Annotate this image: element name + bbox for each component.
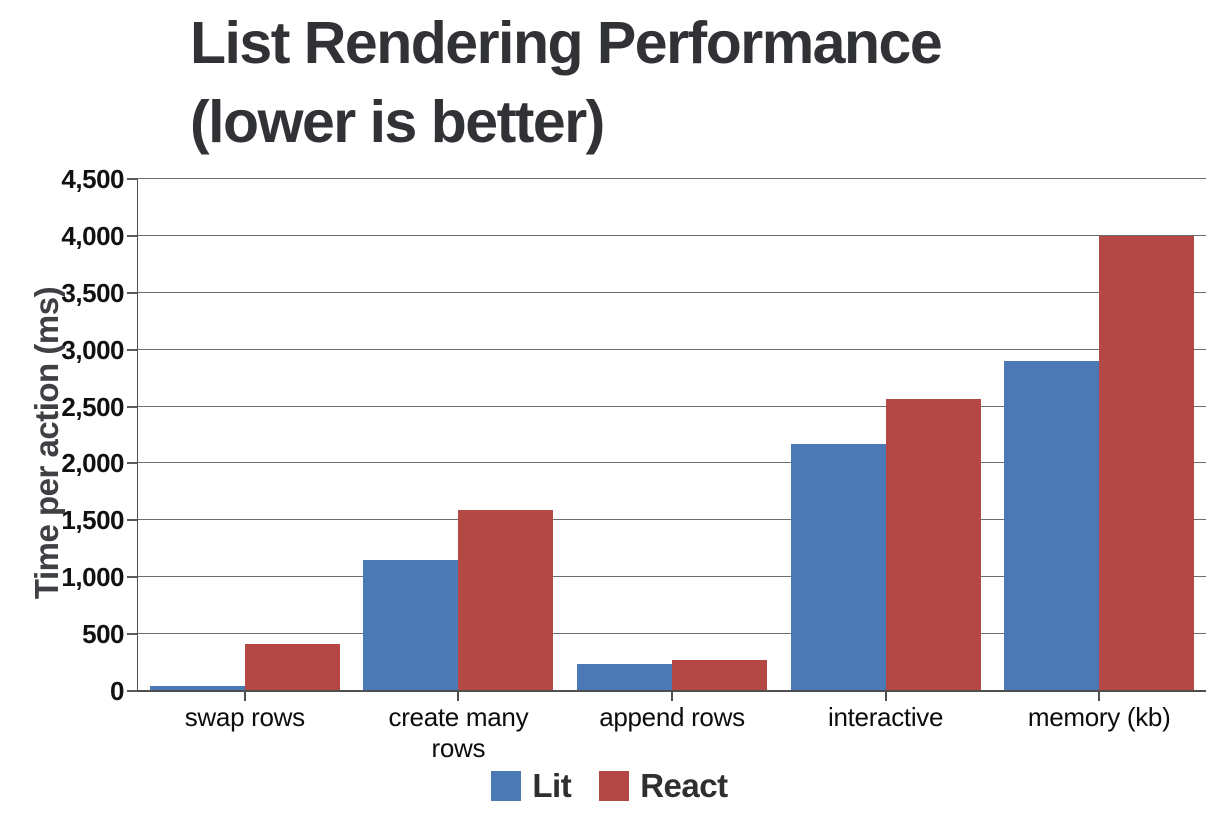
x-axis-label: interactive [827,702,944,732]
x-axis-label: create many rows [388,702,529,763]
y-tick-mark [127,291,138,294]
y-tick-mark [127,234,138,237]
bar-groups [138,179,1206,701]
y-tick-label: 4,000 [61,220,124,251]
gridline [138,462,1206,464]
bar-react [671,660,767,691]
y-tick-label: 3,500 [61,277,124,308]
chart-title-line2: (lower is better) [190,89,605,155]
gridline [138,633,1206,635]
y-tick-mark [127,462,138,465]
y-tick-label: 1,500 [61,505,124,536]
y-tick-mark [127,178,138,180]
y-tick-label: 1,000 [61,562,124,593]
bar-group-append-rows [565,179,779,701]
legend-label: React [640,767,728,804]
x-axis-label: swap rows [184,702,305,732]
y-tick-mark [127,405,138,408]
bar-react [885,398,981,691]
x-tick-mark [670,692,673,701]
legend-swatch-lit [491,771,522,801]
bar-react [244,644,340,691]
y-tick-label: 2,000 [61,448,124,479]
legend-item-react: React [599,767,728,805]
chart-title-line1: List Rendering Performance [190,10,943,76]
gridline [138,291,1206,293]
chart-title: List Rendering Performance (lower is bet… [190,4,943,162]
gridline [138,234,1206,236]
bar-group-interactive [779,179,993,701]
bar-react [1099,235,1195,691]
legend-label: Lit [532,767,572,804]
gridline [138,519,1206,521]
x-axis-labels: swap rows create many rows append rows inte… [138,702,1206,764]
y-tick-label: 500 [82,619,124,650]
y-tick-mark [127,519,138,522]
bar-group-memory-kb- [992,179,1206,701]
x-axis-label: memory (kb) [1027,702,1171,732]
bar-react [458,510,554,691]
bar-lit [576,663,672,691]
bar-lit [1004,361,1100,691]
bar-lit [363,560,459,691]
bar-lit [790,444,886,691]
y-tick-label: 2,500 [61,391,124,422]
gridline [138,576,1206,578]
legend: Lit React [0,767,1219,805]
gridline [138,178,1206,179]
y-axis-line [137,179,138,692]
x-tick-mark [243,692,246,701]
x-axis-line [138,690,1206,692]
x-tick-mark [1098,692,1101,701]
y-tick-label: 3,000 [61,334,124,365]
gridline [138,405,1206,407]
y-tick-label: 4,500 [61,164,124,194]
bar-group-create-many-rows [352,179,566,701]
x-axis-label: append rows [599,702,745,732]
y-tick-mark [127,348,138,351]
x-tick-mark [884,692,887,701]
plot-area [137,178,1206,701]
bar-lit [149,686,245,691]
y-tick-mark [127,690,138,692]
y-tick-label: 0 [110,676,124,706]
legend-swatch-react [599,771,630,801]
gridline [138,348,1206,350]
legend-item-lit: Lit [491,767,572,805]
x-tick-mark [457,692,460,701]
y-tick-mark [127,633,138,636]
y-tick-mark [127,576,138,579]
bar-group-swap-rows [138,179,352,701]
